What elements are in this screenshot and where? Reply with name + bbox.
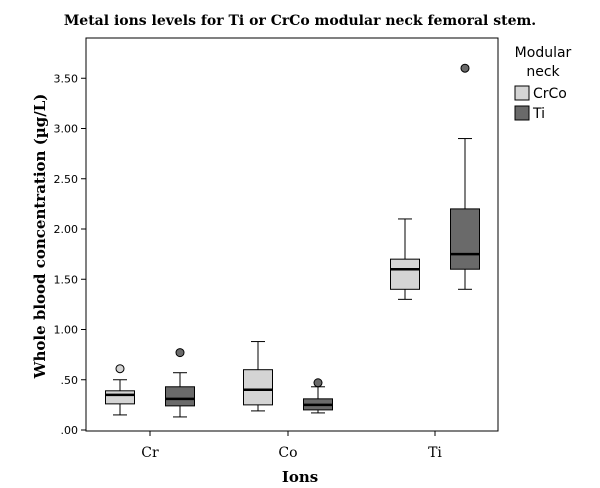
y-tick-label: .00	[61, 424, 79, 437]
chart-title: Metal ions levels for Ti or CrCo modular…	[64, 13, 536, 29]
outlier-point	[175, 348, 185, 358]
y-tick-label: 2.50	[54, 173, 79, 186]
y-tick-label: 3.50	[54, 72, 79, 85]
outlier-point	[460, 63, 470, 73]
legend-title-line-2: neck	[526, 64, 560, 80]
iqr-box	[105, 390, 135, 405]
iqr-box	[165, 386, 195, 407]
legend-label-ti: Ti	[532, 106, 545, 122]
iqr-box	[243, 369, 273, 406]
y-axis-label: Whole blood concentration (µg/L)	[31, 94, 49, 380]
x-axis: Cr Co Ti	[141, 431, 442, 461]
y-tick-label: 1.00	[54, 324, 79, 337]
box-ti-cr	[165, 348, 195, 418]
box-series-group	[105, 63, 480, 418]
legend-swatch-ti	[514, 105, 530, 121]
box-crco-cr	[105, 364, 135, 416]
box-ti-ti	[450, 63, 480, 290]
x-axis-label: Ions	[282, 468, 318, 486]
iqr-box	[390, 258, 420, 290]
x-tick-label-co: Co	[278, 445, 297, 461]
box-ti-co	[303, 378, 333, 414]
legend-title-line-1: Modular	[515, 45, 572, 61]
box-crco-ti	[390, 218, 420, 300]
legend-label-crco: CrCo	[533, 86, 567, 102]
outlier-point	[313, 378, 323, 388]
y-axis: .00 .50 1.00 1.50 2.00 2.50 3.00 3.50	[54, 72, 86, 437]
y-tick-label: 2.00	[54, 223, 79, 236]
x-tick-label-ti: Ti	[428, 445, 442, 461]
legend: Modular neck CrCo Ti	[514, 45, 572, 122]
outlier-point	[115, 364, 125, 374]
iqr-box	[450, 208, 480, 270]
legend-swatch-crco	[514, 85, 530, 101]
y-tick-label: 3.00	[54, 123, 79, 136]
box-crco-co	[243, 341, 273, 412]
y-tick-label: .50	[61, 374, 79, 387]
x-tick-label-cr: Cr	[141, 445, 159, 461]
y-tick-label: 1.50	[54, 273, 79, 286]
plot-area-frame	[85, 37, 499, 432]
